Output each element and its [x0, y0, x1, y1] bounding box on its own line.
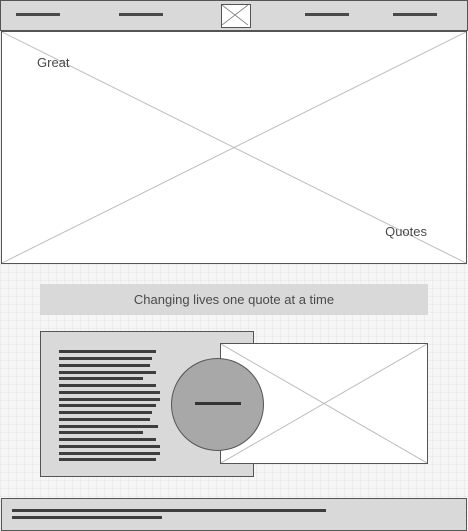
text-line	[59, 364, 150, 367]
nav-link-3[interactable]	[305, 13, 349, 16]
image-placeholder-icon	[222, 5, 248, 25]
text-line	[59, 425, 158, 428]
avatar-dash	[195, 402, 241, 405]
logo-image-placeholder-icon[interactable]	[221, 4, 251, 28]
top-navbar	[0, 0, 468, 31]
hero-text-great: Great	[37, 55, 70, 70]
text-line	[59, 445, 160, 448]
text-line	[59, 452, 160, 455]
text-line	[59, 418, 150, 421]
nav-link-2[interactable]	[119, 13, 163, 16]
text-line	[59, 431, 143, 434]
hero-image-placeholder: Great Quotes	[1, 31, 467, 264]
hero-text-quotes: Quotes	[385, 224, 427, 239]
footer	[1, 498, 467, 531]
text-line	[59, 350, 156, 353]
text-content-panel	[40, 331, 254, 477]
nav-link-1[interactable]	[16, 13, 60, 16]
text-line	[59, 438, 156, 441]
footer-text-line	[12, 516, 162, 519]
tagline-text: Changing lives one quote at a time	[133, 292, 335, 307]
text-line	[59, 357, 152, 360]
nav-link-4[interactable]	[393, 13, 437, 16]
text-line	[59, 411, 152, 414]
image-placeholder-icon	[221, 344, 427, 463]
text-line	[59, 377, 143, 380]
footer-text-line	[12, 509, 326, 512]
text-line	[59, 384, 156, 387]
text-line	[59, 371, 156, 374]
tagline-banner: Changing lives one quote at a time	[40, 284, 428, 315]
text-line	[59, 391, 160, 394]
text-line	[59, 404, 156, 407]
image-placeholder-icon	[2, 32, 466, 263]
text-line	[59, 398, 160, 401]
text-line	[59, 458, 156, 461]
avatar-circle-icon	[171, 358, 264, 451]
